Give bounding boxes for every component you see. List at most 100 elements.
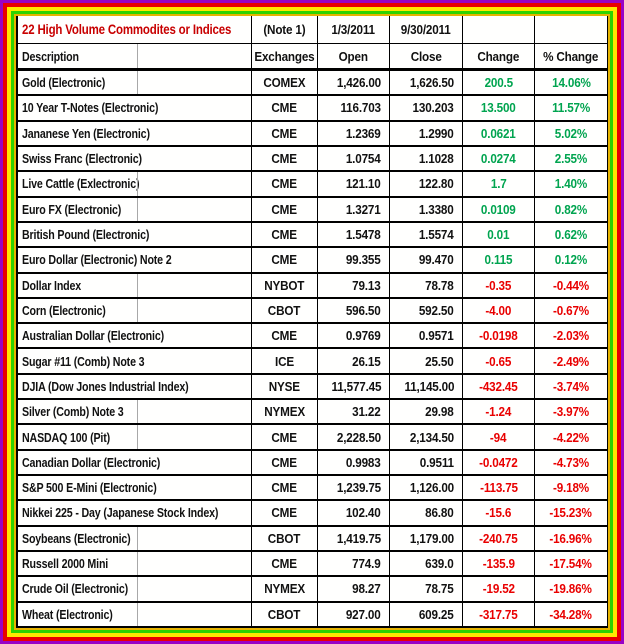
exchange-cell: CBOT [252,298,318,325]
close-cell-text: 78.78 [425,277,455,293]
open-cell-text: 116.703 [340,100,382,116]
pct-change-cell-text: -15.23% [549,505,593,521]
description-cell: Silver (Comb) Note 3 [18,400,252,426]
change-cell: -4.00 [463,298,535,325]
table-row: Nikkei 225 - Day (Japanese Stock Index) C… [18,501,608,527]
description-cell: Swiss Franc (Electronic) [18,146,252,173]
open-cell: 1,239.75 [318,476,390,502]
change-cell: 1.7 [463,172,535,198]
header-exchanges: Exchanges [252,44,318,71]
change-cell-text: -0.35 [485,277,512,293]
exchange-cell-text: CBOT [268,530,301,546]
pct-change-cell: -4.73% [535,450,608,476]
description-cell-text: Silver (Comb) Note 3 [22,404,124,420]
description-cell: Soybeans (Electronic) [18,526,252,552]
close-cell-text: 2,134.50 [409,429,454,445]
pct-change-cell-text: -19.86% [549,581,593,597]
close-date-cell: 9/30/2011 [390,16,463,44]
table-row: Canadian Dollar (Electronic) CME 0.9983 0.9… [18,450,608,476]
close-cell: 0.9511 [390,450,463,476]
close-cell: 1.2990 [390,121,463,147]
exchange-cell: CME [252,324,318,350]
change-cell-text: 0.0274 [481,151,516,167]
open-cell-text: 98.27 [352,581,382,597]
exchange-cell: COMEX [252,71,318,97]
description-cell: British Pound (Electronic) [18,222,252,249]
change-cell-text: -0.0472 [479,454,518,470]
exchange-cell: CBOT [252,526,318,552]
exchange-cell-text: CME [271,480,298,496]
open-cell-text: 26.15 [352,353,382,369]
description-cell-text: Russell 2000 Mini [22,556,109,572]
pct-change-cell: -2.49% [535,349,608,375]
description-cell-text: Sugar #11 (Comb) Note 3 [22,353,145,369]
pct-change-cell: 14.06% [535,71,608,97]
change-cell: -113.75 [463,476,535,502]
description-cell: Jananese Yen (Electronic) [18,121,252,147]
change-cell: -1.24 [463,400,535,426]
close-cell: 1,126.00 [390,476,463,502]
close-cell: 25.50 [390,349,463,375]
header-pct-change: % Change [535,44,608,71]
table-row: Dollar Index NYBOT 79.13 78.78 -0.35 -0.44% [18,273,608,299]
column-divider [137,425,138,449]
pct-change-cell: 5.02% [535,121,608,147]
pct-change-cell: -2.03% [535,324,608,350]
change-cell-text: 13.500 [481,100,516,116]
exchange-cell-text: CME [271,100,298,116]
pct-change-cell-text: -34.28% [549,606,593,622]
change-cell: -432.45 [463,374,535,401]
description-cell-text: Canadian Dollar (Electronic) [22,454,161,470]
open-cell-text: 1.3271 [346,201,381,217]
close-cell-text: 25.50 [425,353,455,369]
exchange-cell-text: CME [271,201,298,217]
pct-change-cell-text: 11.57% [552,100,590,116]
table-body: Gold (Electronic) COMEX 1,426.00 1,626.50 20… [18,71,608,628]
change-cell: 0.0109 [463,197,535,223]
description-cell: Nikkei 225 - Day (Japanese Stock Index) [18,501,252,527]
exchange-cell: CME [252,96,318,122]
change-cell-text: 0.115 [484,252,513,268]
description-cell-text: DJIA (Dow Jones Industrial Index) [22,378,189,394]
pct-change-cell-text: 0.12% [554,252,588,268]
change-cell-text: 0.0109 [481,201,516,217]
exchange-cell: CME [252,121,318,147]
description-cell-text: Swiss Franc (Electronic) [22,151,142,167]
change-cell: -135.9 [463,551,535,578]
exchange-cell-text: NYBOT [264,277,305,293]
commodities-table: 22 High Volume Commodites or Indices (No… [16,16,608,628]
change-cell: -0.65 [463,349,535,375]
open-cell: 1,419.75 [318,526,390,552]
description-cell-text: NASDAQ 100 (Pit) [22,429,111,445]
table-row: Crude Oil (Electronic) NYMEX 98.27 78.75 -19… [18,577,608,603]
exchange-cell: CME [252,146,318,173]
description-cell-text: Jananese Yen (Electronic) [22,125,150,141]
change-cell-text: -1.24 [485,404,512,420]
pct-change-cell-text: 14.06% [551,75,591,91]
pct-change-cell: 0.62% [535,222,608,249]
exchange-cell: ICE [252,349,318,375]
open-date-cell: 1/3/2011 [318,16,390,44]
table-row: S&P 500 E-Mini (Electronic) CME 1,239.75 1,… [18,476,608,502]
pct-change-cell-text: -0.44% [553,277,589,293]
close-cell: 1,626.50 [390,71,463,97]
description-cell-text: S&P 500 E-Mini (Electronic) [22,480,157,496]
description-cell: Euro Dollar (Electronic) Note 2 [18,248,252,274]
exchange-cell-text: NYMEX [264,404,305,420]
open-cell-text: 31.22 [352,404,382,420]
change-cell-text: -0.0198 [479,328,518,344]
empty-cell [535,16,608,44]
exchange-cell: CME [252,425,318,451]
pct-change-cell: 0.12% [535,248,608,274]
close-cell: 592.50 [390,298,463,325]
change-cell-text: 0.01 [487,227,510,243]
change-cell-text: -317.75 [479,606,518,622]
note-cell: (Note 1) [252,16,318,44]
description-cell-text: Corn (Electronic) [22,302,106,318]
pct-change-cell: 1.40% [535,172,608,198]
exchange-cell-text: COMEX [263,75,306,91]
open-cell-text: 79.13 [352,277,382,293]
exchange-cell: NYMEX [252,400,318,426]
open-cell: 121.10 [318,172,390,198]
